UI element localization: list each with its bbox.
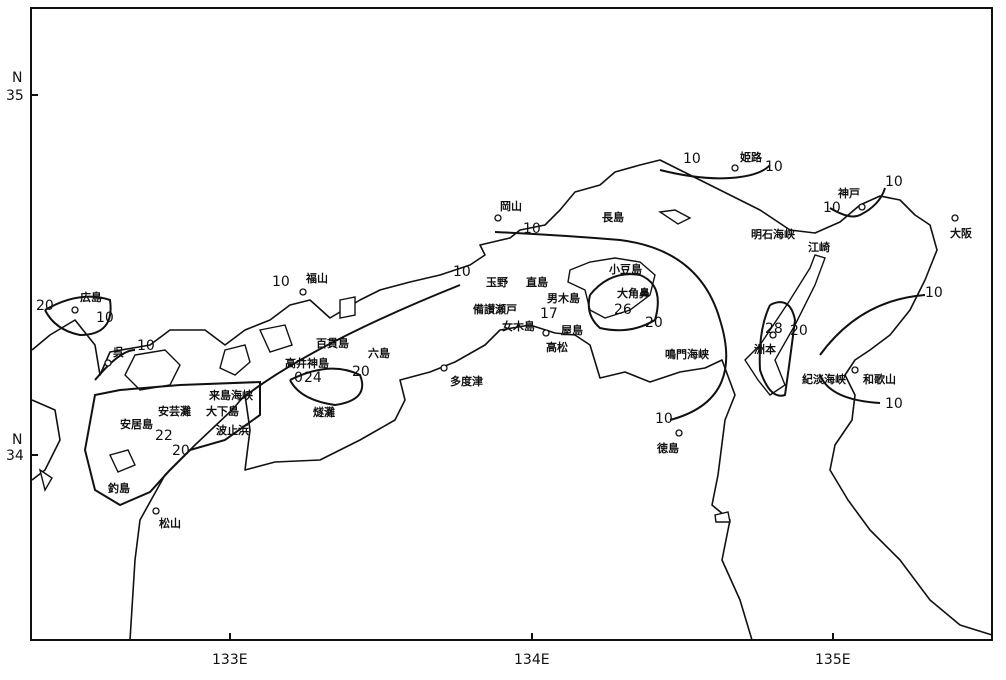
lat-label-35: 35 [6,88,24,104]
contour-lines [44,164,926,507]
place-label: 長島 [602,210,624,224]
contour-label: 10 [765,159,783,175]
city-markers [71,164,959,515]
place-label: 姫路 [740,150,763,164]
contour-label: 10 [885,396,903,412]
island [658,209,692,225]
place-label: 多度津 [450,374,483,388]
place-label: 釣島 [108,481,130,495]
place-label: 燧灘 [313,405,335,419]
contour-label: 10 [272,274,290,290]
contour-label: 26 [614,302,632,318]
lat-hemi-34: N [12,432,22,448]
place-label: 六島 [368,346,390,360]
lat-label-34: 34 [6,448,24,464]
island [258,324,293,353]
place-label: 松山 [159,516,181,530]
place-label: 波止浜 [216,423,249,437]
honshu-coast [31,159,993,636]
contour-label: 10 [925,285,943,301]
lat-hemi-35: N [12,70,22,86]
place-label: 呉 [113,346,124,359]
contour-label: 28 [765,321,783,337]
contour-label: 22 [155,428,173,444]
axis-ticks [31,94,834,640]
place-label: 高松 [546,340,568,354]
contour-label: 10 [523,221,541,237]
place-label: 男木島 [547,291,580,305]
island [38,468,53,492]
place-label: 紀淡海峡 [802,372,847,386]
place-label: 安居島 [120,417,153,431]
place-label: 百貫島 [316,336,349,350]
place-label: 和歌山 [863,372,896,386]
contour-label: 20 [790,323,808,339]
contour-label: 10 [137,338,155,354]
lon-label-135: 135E [815,652,851,668]
omishima-islands [124,349,181,391]
place-label: 鳴門海峡 [665,347,710,361]
map-frame [30,7,993,641]
island [109,449,136,473]
lon-label-133: 133E [212,652,248,668]
island [219,344,251,376]
contour-label: 20 [172,443,190,459]
place-label: 神戸 [838,186,860,200]
contour-label: 10 [683,151,701,167]
place-label: 広島 [80,290,102,304]
lon-label-134: 134E [514,652,550,668]
place-label: 大下島 [206,404,239,418]
place-label: 洲本 [754,342,776,356]
contour-label: 10 [655,411,673,427]
place-label: 来島海峡 [208,388,254,402]
place-label: 徳島 [656,441,679,455]
contour-label: 20 [36,298,54,314]
contour-label: 24 [304,370,322,386]
contour-label: 20 [352,364,370,380]
contour-label: 10 [885,174,903,190]
contour-label: 10 [96,310,114,326]
place-label: 明石海峡 [751,227,796,241]
contour-label: 20 [645,315,663,331]
place-label: 岡山 [500,199,522,213]
island [339,296,356,319]
place-label: 女木島 [502,319,535,333]
contour-label: 0 [294,370,303,386]
place-label: 小豆島 [608,262,642,276]
island [714,511,731,523]
place-label: 玉野 [486,276,508,289]
place-label: 安芸灘 [158,404,191,418]
contour-label: 17 [540,306,558,322]
kyushu-coast [31,399,61,481]
place-label: 江崎 [808,240,830,254]
shikoku-coast [129,324,753,641]
place-label: 高井神島 [285,356,329,370]
contour-label: 10 [823,200,841,216]
place-label: 屋島 [561,323,583,337]
place-label: 大角鼻 [617,286,650,300]
contour-label: 10 [453,264,471,280]
place-label: 直島 [526,275,548,289]
place-label: 備讃瀬戸 [473,302,517,316]
place-label: 福山 [305,271,328,285]
place-label: 大阪 [950,226,973,240]
